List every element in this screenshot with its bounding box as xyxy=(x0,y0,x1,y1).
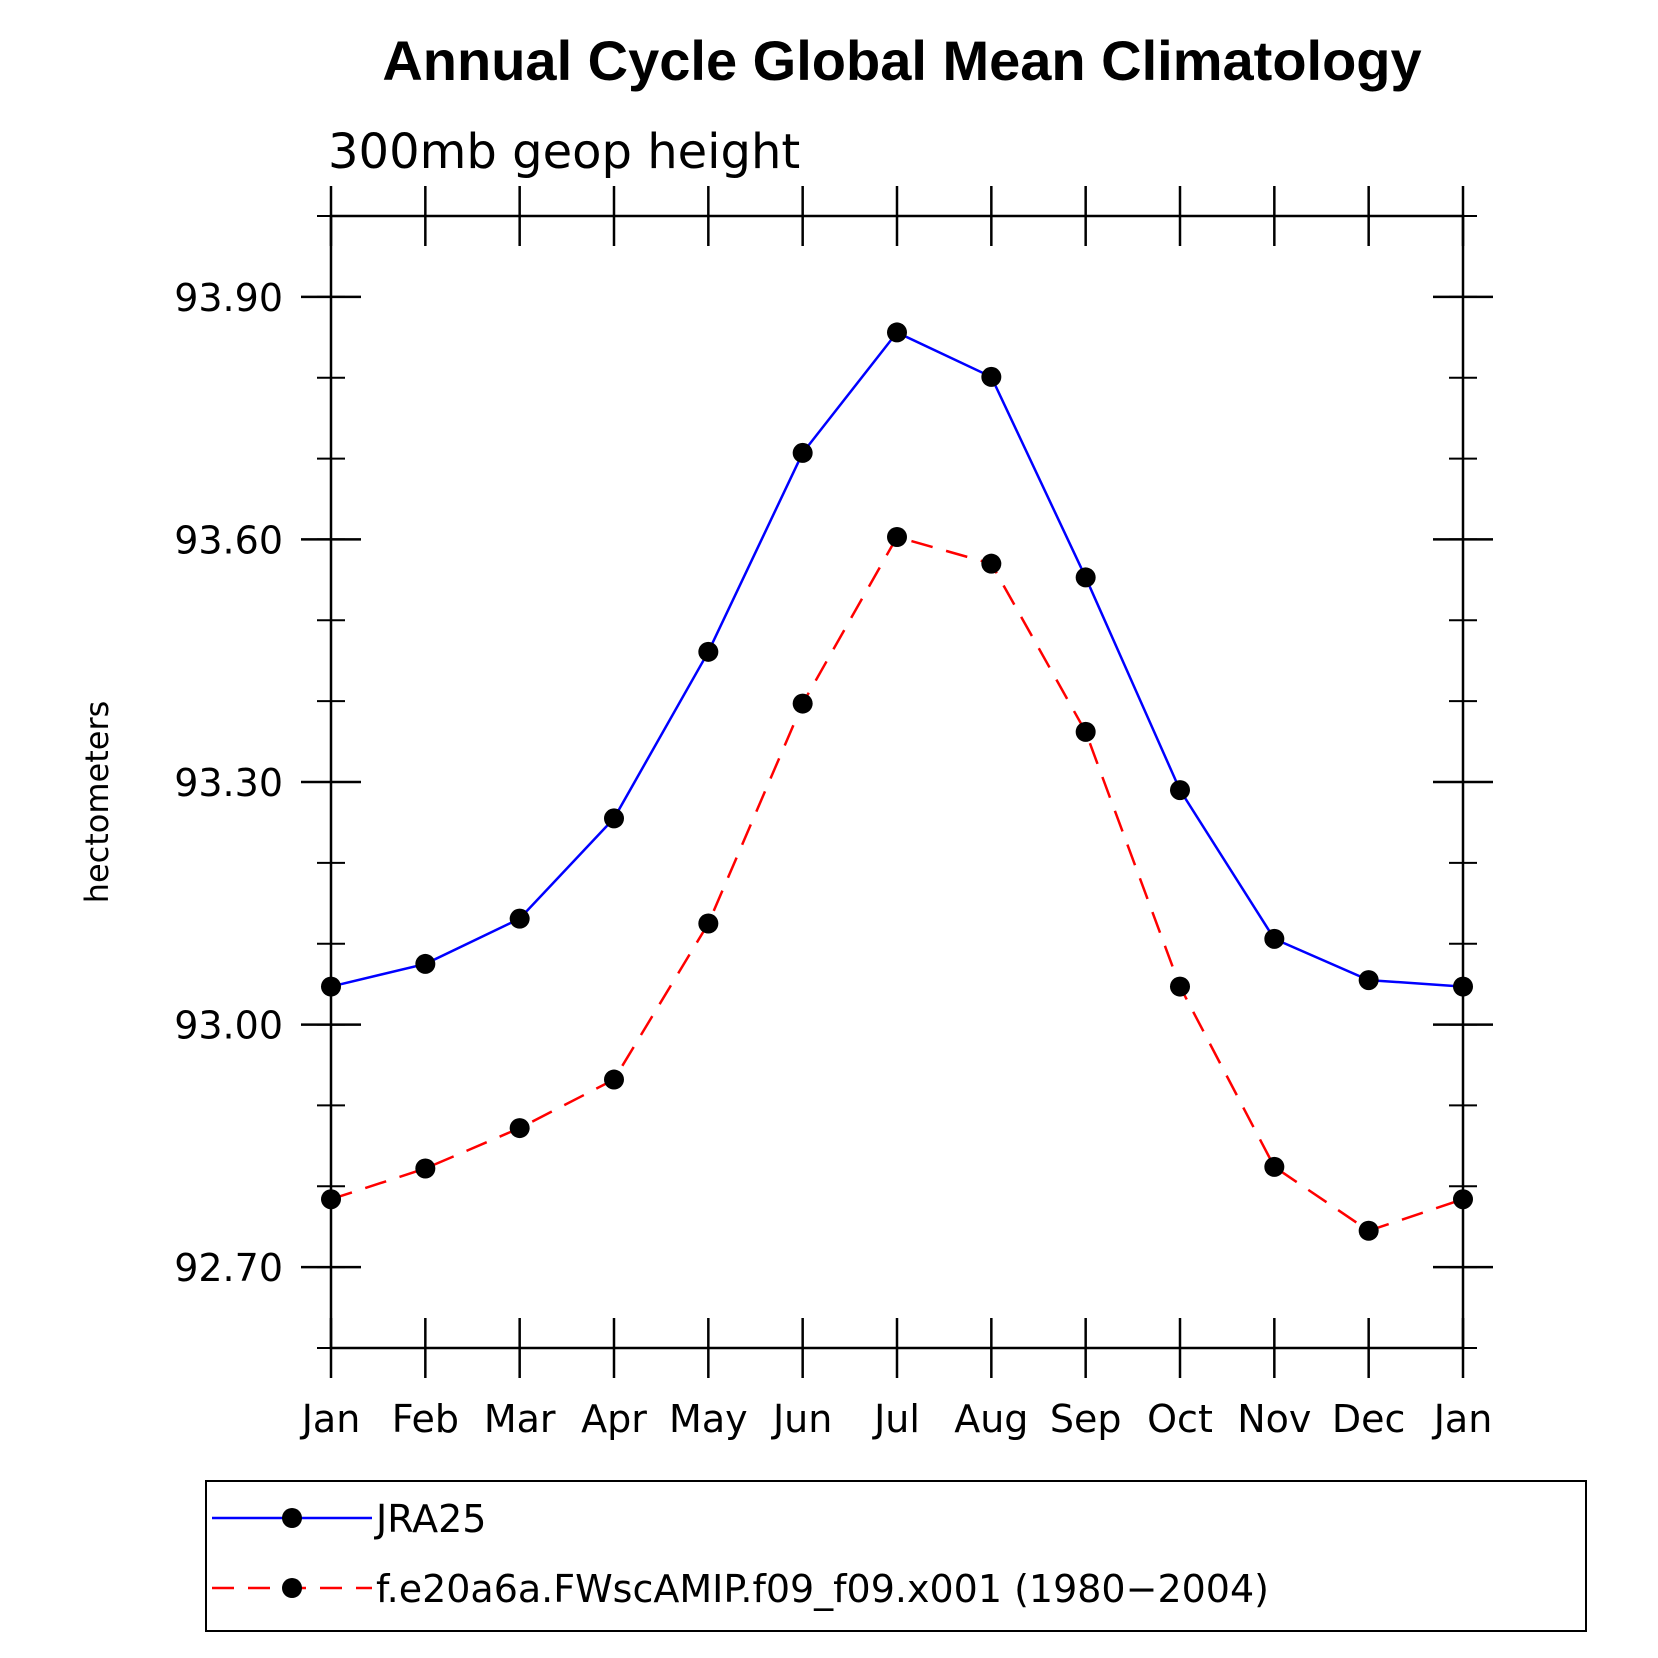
x-tick-label: May xyxy=(669,1397,748,1441)
data-point xyxy=(1358,970,1379,991)
x-tick-label: Sep xyxy=(1050,1397,1122,1441)
x-tick-label: Oct xyxy=(1147,1397,1213,1441)
y-tick-label: 93.90 xyxy=(174,276,283,320)
data-point xyxy=(887,527,907,548)
data-point xyxy=(1264,1156,1285,1177)
x-tick-label: Nov xyxy=(1237,1397,1311,1441)
data-point xyxy=(1075,567,1096,588)
data-point xyxy=(698,913,719,934)
y-tick-label: 93.60 xyxy=(174,518,283,562)
data-point xyxy=(981,366,1002,387)
y-axis-label: hectometers xyxy=(78,701,116,904)
data-point xyxy=(1453,1189,1473,1210)
y-tick-label: 93.00 xyxy=(174,1004,283,1048)
y-tick-label: 92.70 xyxy=(174,1246,283,1290)
x-tick-label: Jan xyxy=(1432,1397,1493,1441)
x-tick-label: Dec xyxy=(1332,1397,1406,1441)
axis-ticks xyxy=(301,186,1493,1378)
data-point xyxy=(604,808,624,829)
x-tick-label: Jul xyxy=(872,1397,920,1441)
data-point xyxy=(887,322,907,343)
x-tick-label: Apr xyxy=(581,1397,647,1441)
data-point xyxy=(509,908,530,929)
data-point xyxy=(792,693,813,714)
chart-title: Annual Cycle Global Mean Climatology xyxy=(382,29,1421,92)
data-point xyxy=(981,553,1002,574)
data-point xyxy=(415,1158,436,1179)
legend-label: JRA25 xyxy=(374,1497,486,1541)
legend-marker xyxy=(282,1578,302,1598)
x-tick-label: Mar xyxy=(484,1397,556,1441)
data-point xyxy=(1264,928,1285,949)
y-tick-labels: 92.70 93.00 93.30 93.60 93.90 xyxy=(174,276,283,1290)
legend-label: f.e20a6a.FWscAMIP.f09_f09.x001 (1980−200… xyxy=(376,1567,1269,1611)
legend: JRA25 f.e20a6a.FWscAMIP.f09_f09.x001 (198… xyxy=(212,1497,1269,1611)
legend-marker xyxy=(282,1508,302,1528)
series-line-2 xyxy=(330,535,1464,1233)
data-point xyxy=(321,976,341,997)
data-point xyxy=(1075,721,1096,742)
x-tick-label: Feb xyxy=(392,1397,459,1441)
chart-subtitle: 300mb geop height xyxy=(328,124,800,180)
data-point xyxy=(509,1118,530,1139)
data-point xyxy=(415,953,436,974)
data-point xyxy=(1358,1220,1379,1241)
x-tick-labels: Jan Feb Mar Apr May Jun Jul Aug Sep Oct Nov Dec Jan xyxy=(300,1397,1493,1441)
data-point xyxy=(321,1189,341,1210)
x-tick-label: Aug xyxy=(954,1397,1028,1441)
x-tick-label: Jun xyxy=(771,1397,832,1441)
data-point xyxy=(1453,976,1473,997)
data-point xyxy=(1170,780,1190,801)
data-point xyxy=(792,442,813,463)
data-point xyxy=(698,641,719,662)
y-tick-label: 93.30 xyxy=(174,761,283,805)
series-group xyxy=(321,322,1473,1241)
data-point xyxy=(604,1069,624,1090)
legend-box xyxy=(205,1480,1587,1632)
x-tick-label: Jan xyxy=(300,1397,361,1441)
series-line-1 xyxy=(330,330,1464,988)
data-point xyxy=(1170,976,1190,997)
